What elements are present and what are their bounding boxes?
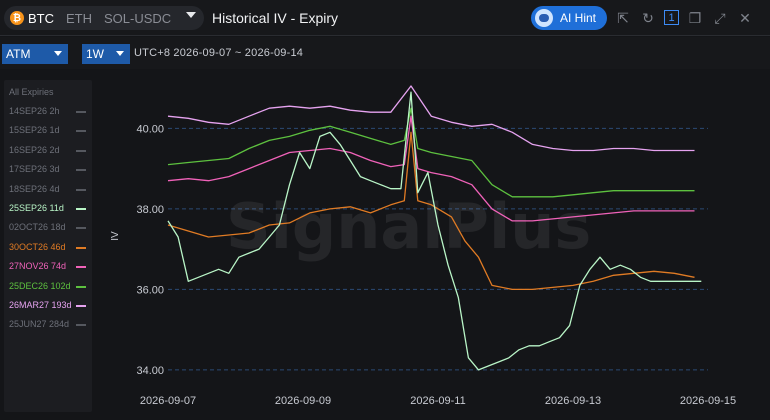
y-tick-label: 36.00	[136, 284, 164, 296]
legend-item[interactable]: 25JUN27 284d	[9, 319, 70, 330]
y-tick-label: 38.00	[136, 204, 164, 216]
legend-item[interactable]: 02OCT26 18d	[9, 222, 66, 233]
asset-switcher[interactable]: ₿ BTC ETH SOL-USDC	[4, 6, 204, 30]
chevron-down-icon	[54, 51, 62, 56]
x-tick-label: 2026-09-09	[275, 395, 331, 407]
robot-icon	[535, 9, 553, 27]
legend-swatch	[76, 188, 86, 191]
legend-swatch	[76, 285, 86, 288]
legend-item[interactable]: 27NOV26 74d	[9, 261, 67, 272]
iv-line-chart: SignalPlus 34.00 36.00 38.00 40.00 2026-09-…	[110, 85, 736, 407]
legend-item[interactable]: 17SEP26 3d	[9, 164, 60, 175]
strike-select-value: ATM	[6, 47, 31, 61]
series-line	[167, 85, 695, 152]
asset-tab-label: ETH	[66, 10, 92, 26]
toolbar: ATM 1W UTC+8 2026-09-07 ~ 2026-09-14	[0, 37, 770, 69]
strike-select[interactable]: ATM	[2, 44, 68, 64]
legend-item[interactable]: 30OCT26 46d	[9, 241, 66, 252]
date-range-label: UTC+8 2026-09-07 ~ 2026-09-14	[134, 47, 304, 59]
series-line	[167, 107, 695, 198]
legend-item[interactable]: 16SEP26 2d	[9, 144, 60, 155]
window-controls: ⇱ ↻ 1 ❐ ⤢ ✕	[614, 9, 761, 27]
duplicate-icon[interactable]: ❐	[688, 9, 702, 26]
legend-swatch	[76, 246, 86, 249]
watermark: SignalPlus	[226, 190, 591, 263]
legend-swatch	[76, 227, 86, 230]
legend-swatch	[76, 111, 86, 113]
page-title: Historical IV - Expiry	[212, 10, 339, 26]
series-line	[167, 131, 695, 291]
legend-item[interactable]: 18SEP26 4d	[9, 183, 60, 194]
x-tick-label: 2026-09-07	[140, 395, 196, 407]
legend-swatch	[76, 208, 86, 210]
legend-item[interactable]: 25DEC26 102d	[9, 280, 71, 291]
expand-icon[interactable]: ⤢	[714, 9, 726, 26]
legend-swatch	[76, 169, 86, 172]
y-tick-label: 40.00	[136, 123, 164, 135]
legend-swatch	[76, 324, 86, 327]
series-line	[167, 91, 702, 371]
legend-all-expiries[interactable]: All Expiries	[9, 87, 54, 97]
period-select[interactable]: 1W	[82, 44, 130, 64]
legend-item[interactable]: 25SEP26 11d	[9, 203, 64, 213]
title-bar: ₿ BTC ETH SOL-USDC Historical IV - Expir…	[0, 0, 770, 36]
legend-swatch	[76, 266, 86, 269]
asset-tab-btc[interactable]: ₿ BTC	[10, 11, 54, 26]
window-count-badge[interactable]: 1	[664, 10, 679, 25]
bitcoin-icon: ₿	[10, 11, 24, 25]
ai-hint-button[interactable]: AI Hint	[531, 6, 607, 30]
x-tick-label: 2026-09-11	[410, 395, 465, 407]
y-axis-label: IV	[110, 231, 121, 241]
chevron-down-icon	[116, 51, 124, 56]
legend-item[interactable]: 14SEP26 2h	[9, 106, 60, 116]
asset-tab-label: SOL-USDC	[104, 10, 172, 26]
ai-hint-label: AI Hint	[560, 11, 597, 25]
legend-item[interactable]: 15SEP26 1d	[9, 125, 60, 136]
legend-swatch	[76, 149, 86, 152]
expiry-legend: All Expiries 14SEP26 2h 15SEP26 1d 16SEP26…	[4, 80, 92, 412]
close-icon[interactable]: ✕	[739, 9, 751, 26]
asset-tab-sol-usdc[interactable]: SOL-USDC	[104, 11, 171, 26]
refresh-icon[interactable]: ↻	[642, 9, 654, 26]
y-tick-label: 34.00	[136, 365, 164, 377]
asset-tab-label: BTC	[28, 10, 54, 26]
asset-tab-eth[interactable]: ETH	[66, 11, 92, 26]
legend-item[interactable]: 26MAR27 193d	[9, 300, 72, 310]
x-tick-label: 2026-09-15	[680, 395, 736, 407]
legend-swatch	[76, 305, 86, 307]
x-tick-label: 2026-09-13	[545, 395, 601, 407]
chevron-down-icon[interactable]	[186, 12, 196, 18]
external-link-icon[interactable]: ⇱	[617, 9, 629, 26]
period-select-value: 1W	[86, 47, 104, 61]
legend-swatch	[76, 130, 86, 133]
series-line	[167, 115, 695, 222]
